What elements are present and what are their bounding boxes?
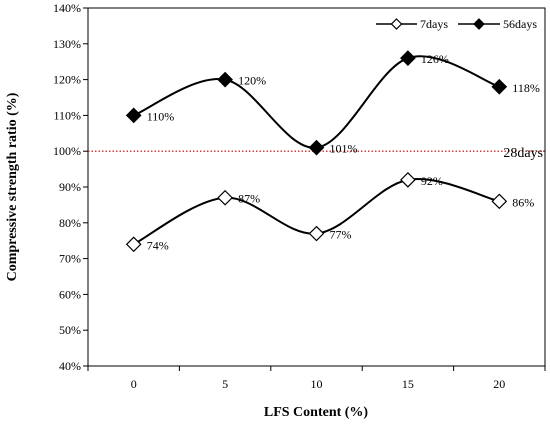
- data-point-7days: [308, 225, 325, 242]
- data-point-56days: [491, 78, 508, 95]
- data-point-56days: [400, 50, 416, 66]
- y-tick-label: 110%: [53, 108, 81, 122]
- data-point-56days: [125, 107, 142, 124]
- data-point-56days: [217, 71, 233, 88]
- series-layer: 74% 87% 77% 92% 86% 110% 120% 101% 126% 118%: [125, 50, 540, 253]
- data-label-7days: 87%: [238, 192, 260, 206]
- y-tick-label: 40%: [59, 359, 81, 373]
- x-tick-label: 5: [222, 377, 228, 391]
- y-tick-label: 50%: [59, 323, 81, 337]
- legend: 7days 56days: [367, 12, 539, 36]
- y-tick-label: 70%: [59, 252, 81, 266]
- legend-label-56days: 56days: [503, 17, 537, 31]
- y-axis: 40% 50% 60% 70% 80% 90% 100% 110% 120% 130% 140%: [53, 1, 88, 373]
- x-axis-title: LFS Content (%): [264, 405, 369, 420]
- data-label-56days: 110%: [147, 109, 175, 123]
- data-label-56days: 118%: [512, 81, 540, 95]
- data-label-56days: 126%: [421, 52, 449, 66]
- y-axis-title: Compressive strength ratio (%): [5, 92, 20, 281]
- y-tick-label: 130%: [53, 37, 81, 51]
- data-label-7days: 86%: [512, 195, 534, 209]
- x-tick-label: 15: [402, 377, 414, 391]
- series-line-56days: [133, 55, 500, 149]
- x-axis: 0 5 10 15 20: [87, 366, 546, 391]
- data-label-7days: 77%: [330, 228, 352, 242]
- x-tick-label: 20: [493, 377, 505, 391]
- legend-marker-7days: [390, 18, 403, 30]
- y-tick-label: 140%: [53, 1, 81, 15]
- data-point-56days: [308, 139, 325, 156]
- legend-marker-56days: [473, 18, 485, 30]
- data-label-7days: 92%: [421, 174, 443, 188]
- data-point-7days: [491, 193, 508, 210]
- x-tick-label: 0: [131, 377, 137, 391]
- legend-label-7days: 7days: [420, 17, 448, 31]
- x-tick-label: 10: [311, 377, 323, 391]
- data-point-7days: [400, 171, 416, 188]
- data-label-56days: 101%: [330, 142, 358, 156]
- y-tick-label: 80%: [59, 216, 81, 230]
- plot-frame: [87, 7, 546, 367]
- y-tick-label: 90%: [59, 180, 81, 194]
- y-tick-label: 120%: [53, 73, 81, 87]
- data-point-7days: [125, 236, 142, 253]
- reference-line-label: 28days: [503, 146, 543, 161]
- y-tick-label: 100%: [53, 144, 81, 158]
- data-point-7days: [217, 189, 233, 206]
- data-label-7days: 74%: [147, 238, 169, 252]
- y-tick-label: 60%: [59, 287, 81, 301]
- data-label-56days: 120%: [238, 74, 266, 88]
